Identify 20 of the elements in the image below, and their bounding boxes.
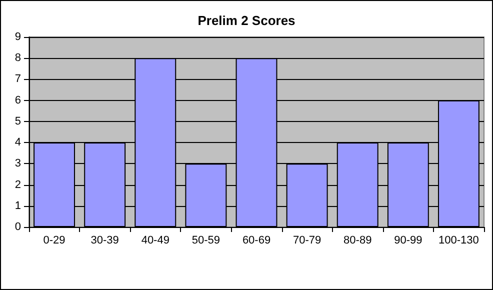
x-tick-label: 30-39 bbox=[90, 234, 119, 246]
x-tick-label: 80-89 bbox=[344, 234, 372, 246]
x-tick-label: 60-69 bbox=[242, 234, 271, 246]
y-tick-label: 3 bbox=[14, 158, 21, 170]
x-tick-label: 100-130 bbox=[438, 234, 479, 246]
y-tick-label: 2 bbox=[14, 178, 21, 191]
x-tick-label: 0-29 bbox=[43, 234, 66, 246]
y-tick-label: 7 bbox=[14, 73, 21, 86]
y-tick-label: 8 bbox=[14, 52, 21, 64]
x-tick-label: 40-49 bbox=[141, 234, 170, 246]
x-tick-label: 90-99 bbox=[394, 234, 422, 246]
y-tick-label: 9 bbox=[14, 31, 21, 43]
x-tick-label: 50-59 bbox=[192, 234, 220, 246]
y-tick-label: 5 bbox=[14, 115, 21, 128]
chart-title: Prelim 2 Scores bbox=[198, 13, 296, 28]
x-tick-label: 70-79 bbox=[292, 234, 322, 246]
y-tick-label: 0 bbox=[14, 221, 21, 233]
y-tick-label: 6 bbox=[14, 94, 21, 106]
y-tick-label: 4 bbox=[14, 136, 21, 149]
y-tick-label: 1 bbox=[14, 200, 21, 212]
